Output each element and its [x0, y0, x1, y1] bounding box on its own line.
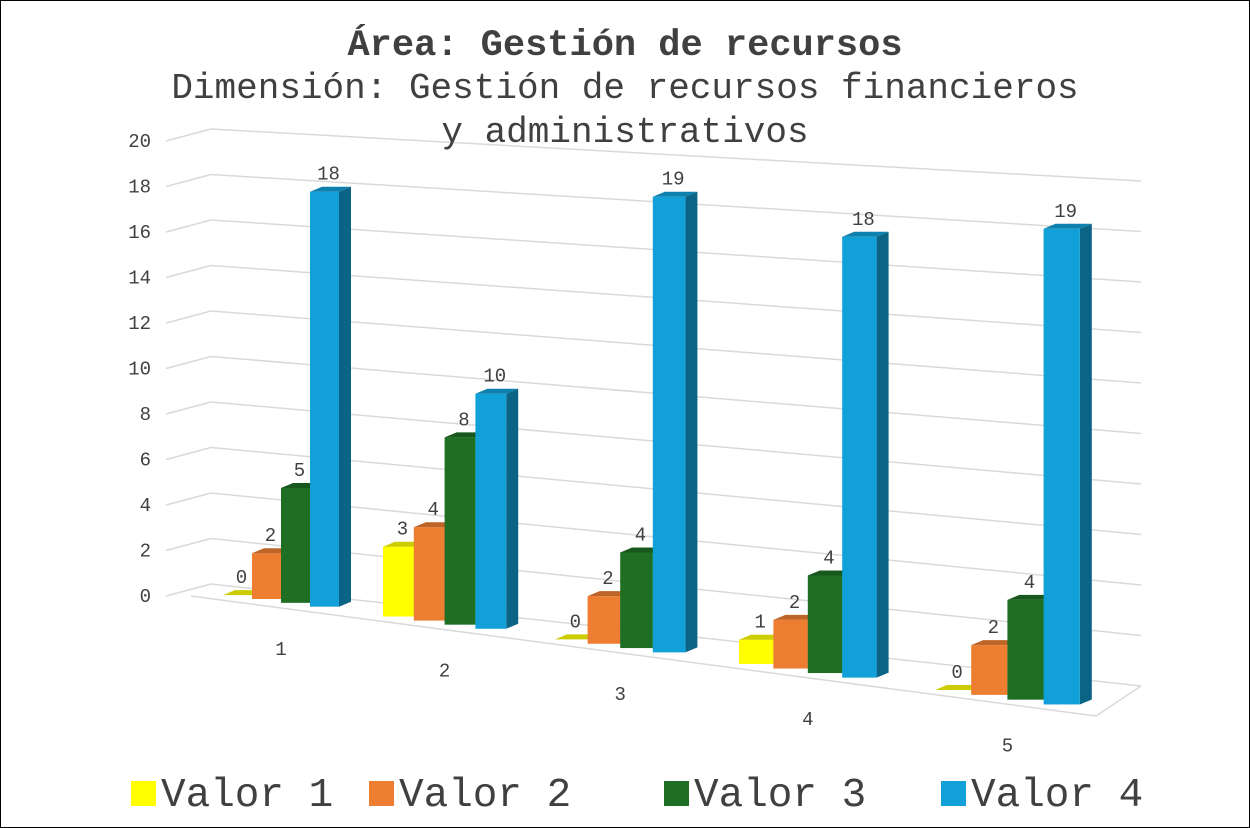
data-label: 8	[458, 409, 469, 431]
grid-line	[165, 537, 212, 552]
grid-line	[165, 173, 212, 188]
bar-side	[685, 191, 698, 653]
data-label: 2	[789, 592, 800, 614]
legend-label: Valor 3	[694, 773, 866, 819]
bar	[1043, 228, 1080, 705]
x-tick-label: 2	[439, 661, 450, 683]
bar	[587, 596, 621, 644]
bar-side	[339, 186, 351, 607]
y-tick-label: 0	[140, 586, 151, 608]
y-tick-label: 10	[128, 359, 151, 381]
legend-swatch	[131, 781, 156, 806]
bar	[413, 527, 445, 621]
y-tick-label: 18	[128, 177, 151, 199]
data-label: 5	[294, 460, 305, 482]
legend-swatch	[941, 781, 966, 806]
bar	[773, 619, 808, 669]
bar	[383, 546, 414, 617]
bar	[475, 393, 507, 629]
bar	[842, 236, 877, 678]
grid-line	[165, 401, 212, 415]
bar	[444, 437, 476, 625]
floor-edge	[1095, 685, 1142, 717]
grid-line	[165, 310, 212, 324]
data-label: 0	[236, 567, 247, 589]
data-label: 18	[852, 209, 875, 231]
chart-subtitle: Dimensión: Gestión de recursos financier…	[171, 68, 1079, 153]
y-tick-label: 8	[140, 404, 151, 426]
legend-label: Valor 2	[399, 773, 571, 819]
data-label: 10	[483, 366, 506, 388]
data-label: 4	[635, 524, 646, 546]
data-label: 2	[988, 617, 999, 639]
x-tick-label: 3	[614, 684, 625, 706]
bar	[620, 552, 653, 649]
legend-label: Valor 1	[161, 773, 333, 819]
bar	[971, 645, 1008, 695]
grid-line	[165, 583, 212, 597]
y-tick-label: 2	[140, 541, 151, 563]
floor-edge	[190, 595, 1097, 717]
data-label: 0	[570, 611, 581, 633]
data-label: 4	[427, 499, 438, 521]
y-tick-label: 6	[140, 450, 151, 472]
grid-line	[165, 446, 212, 461]
grid-line	[165, 264, 212, 279]
y-tick-label: 16	[128, 222, 151, 244]
data-label: 19	[1054, 201, 1077, 223]
grid-line	[165, 355, 212, 370]
legend-swatch	[664, 781, 689, 806]
bar	[739, 639, 774, 664]
bar	[310, 191, 339, 607]
y-tick-label: 20	[128, 131, 151, 153]
y-tick-label: 14	[128, 268, 151, 290]
bar-top	[475, 388, 519, 394]
grid-line	[165, 219, 212, 233]
data-label: 4	[823, 547, 834, 569]
bar-top	[310, 186, 351, 192]
bar-top	[842, 231, 889, 237]
data-label: 18	[317, 164, 340, 186]
bar-top	[935, 685, 984, 691]
x-tick-label: 5	[1002, 735, 1013, 757]
bar	[807, 575, 843, 674]
bar	[252, 553, 281, 600]
legend-swatch	[369, 781, 394, 806]
y-tick-label: 4	[140, 495, 151, 517]
bar-top	[971, 640, 1020, 646]
data-label: 1	[754, 612, 765, 634]
grid-line	[165, 128, 212, 142]
bar-top	[652, 191, 698, 197]
bar	[281, 487, 310, 603]
data-label: 2	[602, 568, 613, 590]
legend-label: Valor 4	[971, 773, 1143, 819]
x-tick-label: 4	[802, 709, 813, 731]
data-label: 4	[1024, 572, 1035, 594]
bar	[1007, 599, 1044, 700]
bar-side	[1079, 223, 1092, 705]
bar-side	[876, 231, 889, 678]
data-label: 2	[265, 525, 276, 547]
y-tick-label: 12	[128, 313, 151, 335]
bar-side	[506, 388, 519, 629]
chart-title: Área: Gestión de recursos	[347, 25, 903, 67]
data-label: 3	[397, 519, 408, 541]
x-tick-label: 1	[275, 639, 286, 661]
grid-line	[210, 128, 1142, 182]
bar	[652, 196, 686, 653]
grid-line	[165, 492, 212, 506]
bar-top	[1007, 594, 1056, 600]
data-label: 19	[662, 169, 685, 191]
data-label: 0	[951, 662, 962, 684]
bar-top	[1043, 223, 1092, 229]
